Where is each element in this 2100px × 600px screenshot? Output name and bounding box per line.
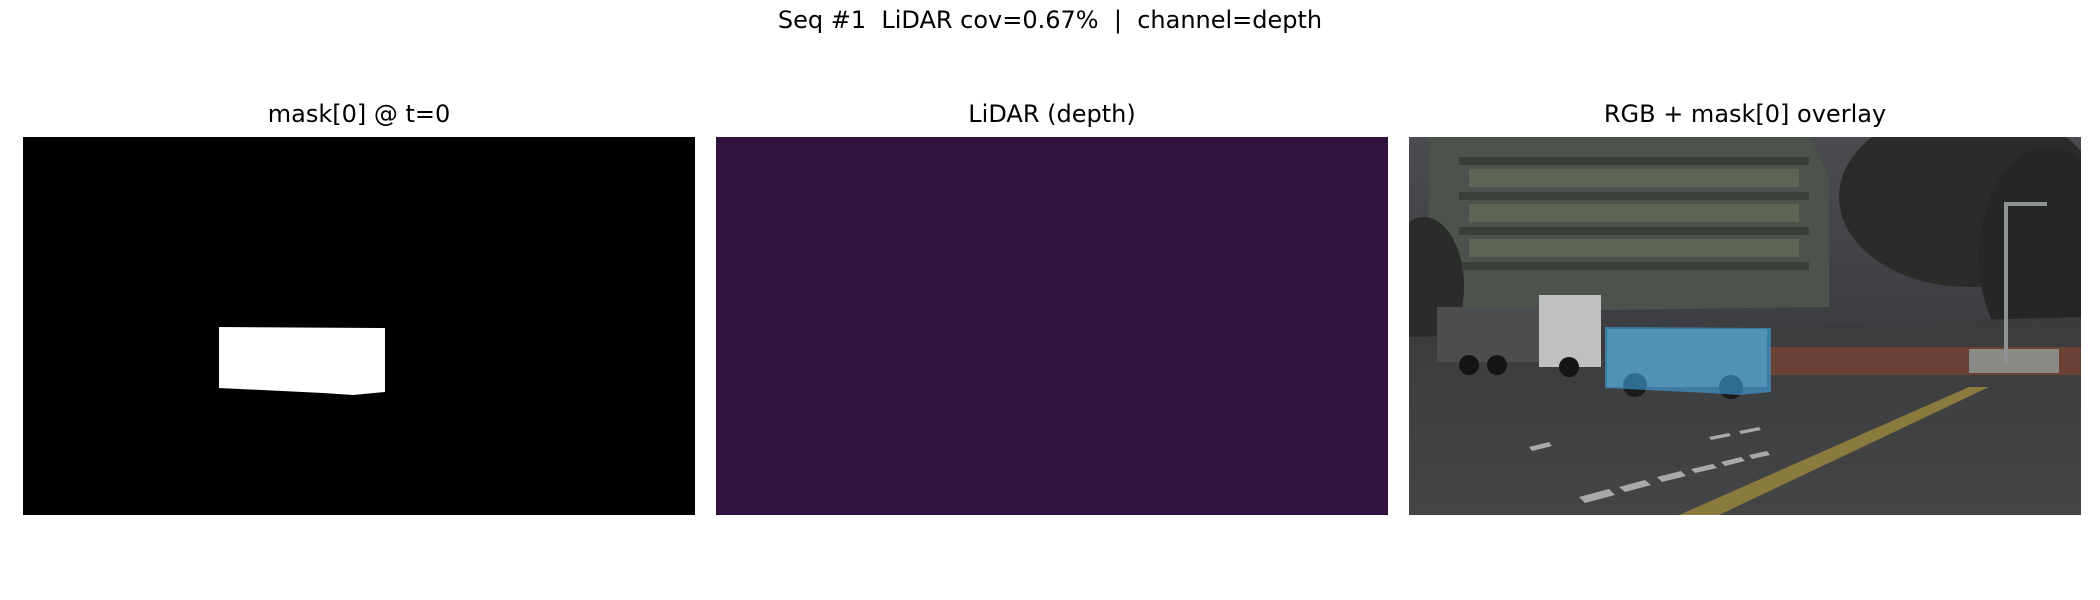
scene-truck-cab: [1539, 295, 1601, 367]
mask-background: [23, 137, 695, 515]
lidar-point: [1175, 287, 1177, 289]
lidar-background: [716, 137, 1388, 515]
rgb-overlay-image: [1409, 137, 2081, 515]
scene-building-panels: [1469, 169, 1799, 257]
scene-truck-wheel: [1459, 355, 1479, 375]
scene-building-windows: [1459, 157, 1809, 270]
lidar-panel-title: LiDAR (depth): [968, 100, 1136, 128]
lidar-depth-image: [716, 137, 1388, 515]
overlay-panel: [1409, 137, 2081, 515]
scene-truck-wheel: [1487, 355, 1507, 375]
lidar-point: [1174, 261, 1176, 263]
scene-barriers: [1969, 349, 2059, 373]
scene-lane-markings: [1529, 427, 1770, 503]
scene-yellow-line: [1679, 387, 1989, 515]
scene-truck-wheel: [1559, 357, 1579, 377]
scene-truck-body: [1437, 307, 1549, 362]
mask-region: [219, 327, 385, 395]
figure-suptitle: Seq #1 LiDAR cov=0.67% | channel=depth: [777, 6, 1323, 34]
mask-panel: [23, 137, 695, 515]
mask-panel-title: mask[0] @ t=0: [267, 100, 451, 128]
mask-overlay: [1605, 327, 1771, 395]
lidar-panel: [716, 137, 1388, 515]
scene-street-light: [2004, 202, 2008, 362]
mask-image: [23, 137, 695, 515]
scene-street-light: [2007, 202, 2047, 206]
overlay-panel-title: RGB + mask[0] overlay: [1603, 100, 1887, 128]
